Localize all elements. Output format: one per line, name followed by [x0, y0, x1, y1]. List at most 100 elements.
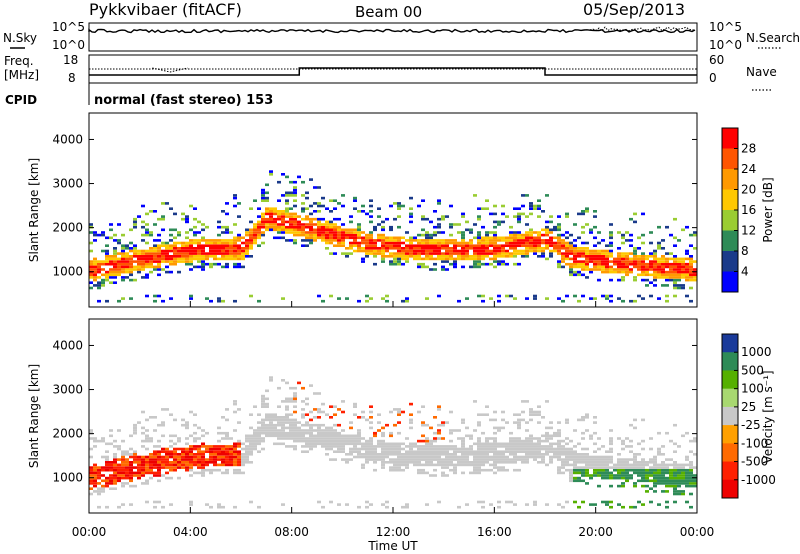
power-cell [573, 257, 577, 261]
velocity-cell [161, 434, 165, 438]
power-cell [241, 241, 245, 245]
power-cell [105, 270, 109, 274]
power-cell [205, 255, 209, 258]
velocity-cell [669, 482, 673, 485]
velocity-cell [541, 445, 545, 448]
velocity-cell [157, 479, 161, 483]
power-cell [521, 233, 525, 237]
power-cell [433, 225, 437, 229]
freq-trace [89, 67, 697, 76]
velocity-cell [445, 474, 449, 477]
power-cell [89, 262, 93, 266]
velocity-cell [161, 423, 165, 427]
velocity-cell [357, 434, 361, 438]
power-cell [321, 236, 325, 240]
power-cell [269, 173, 273, 176]
velocity-cell [281, 437, 285, 440]
power-cell [181, 252, 185, 255]
velocity-cell [369, 421, 373, 424]
power-cell [113, 273, 117, 277]
velocity-cell [609, 429, 613, 432]
velocity-cell [617, 474, 621, 477]
power-cell [113, 270, 117, 274]
velocity-cell [437, 461, 441, 464]
velocity-cell [673, 476, 677, 480]
power-cell [105, 278, 109, 282]
power-cell [453, 239, 457, 242]
velocity-cell [421, 455, 425, 459]
power-cell [545, 247, 549, 250]
velocity-cell [665, 431, 669, 435]
velocity-cell [153, 505, 157, 509]
power-cell [593, 262, 597, 266]
velocity-cell [113, 474, 117, 477]
power-cell [265, 217, 269, 221]
velocity-cell [293, 439, 297, 443]
velocity-cell [273, 418, 277, 422]
velocity-cell [113, 461, 117, 464]
power-cell [437, 199, 441, 202]
velocity-cell [285, 431, 289, 435]
power-cell [689, 260, 693, 263]
velocity-cell [109, 468, 113, 472]
velocity-cell [685, 479, 689, 483]
nsearch-trace [586, 26, 696, 32]
power-cell [157, 247, 161, 250]
velocity-cell [497, 442, 501, 446]
power-cell [473, 265, 477, 269]
power-cell [429, 244, 433, 247]
power-cell [685, 276, 689, 279]
power-cell [633, 252, 637, 255]
power-cell [489, 212, 493, 216]
power-cell [385, 241, 389, 245]
velocity-cell [101, 474, 105, 477]
power-cell [481, 252, 485, 255]
velocity-cell [209, 450, 213, 453]
velocity-cell [585, 474, 589, 477]
power-cell [197, 260, 201, 263]
velocity-cell [189, 445, 193, 448]
power-cell [537, 215, 541, 218]
power-cell [605, 297, 609, 300]
power-cell [437, 223, 441, 226]
power-cell [581, 247, 585, 250]
power-cell [117, 270, 121, 274]
velocity-cell [597, 461, 601, 464]
power-cell [525, 297, 529, 300]
velocity-cell [689, 463, 693, 467]
power-cell [401, 241, 405, 245]
power-cell [513, 252, 517, 255]
power-cell [533, 204, 537, 208]
power-cell [557, 215, 561, 218]
velocity-cell [465, 453, 469, 456]
velocity-cell [637, 442, 641, 446]
velocity-cell [389, 461, 393, 464]
velocity-cell [621, 471, 625, 475]
power-cell [165, 260, 169, 263]
velocity-cell [249, 439, 253, 443]
power-cell [545, 233, 549, 237]
power-cell [269, 207, 273, 210]
velocity-cell [369, 455, 373, 459]
power-cell [293, 191, 297, 195]
power-cell [593, 225, 597, 229]
power-cell [397, 241, 401, 245]
velocity-cell [169, 450, 173, 453]
power-cell [669, 233, 673, 237]
velocity-cell [117, 474, 121, 477]
velocity-cell [493, 471, 497, 475]
velocity-cell [597, 474, 601, 477]
velocity-cell [417, 455, 421, 459]
freq-tick-bottom: 8 [68, 71, 76, 85]
power-cell [273, 220, 277, 224]
velocity-cell [473, 458, 477, 461]
power-cell [265, 196, 269, 200]
power-cell [621, 255, 625, 258]
velocity-cell [181, 463, 185, 467]
velocity-cell [481, 458, 485, 461]
velocity-cell [341, 450, 345, 453]
power-cell [145, 223, 149, 226]
velocity-cell [389, 466, 393, 469]
velocity-cell [389, 410, 393, 414]
power-cell [129, 249, 133, 253]
